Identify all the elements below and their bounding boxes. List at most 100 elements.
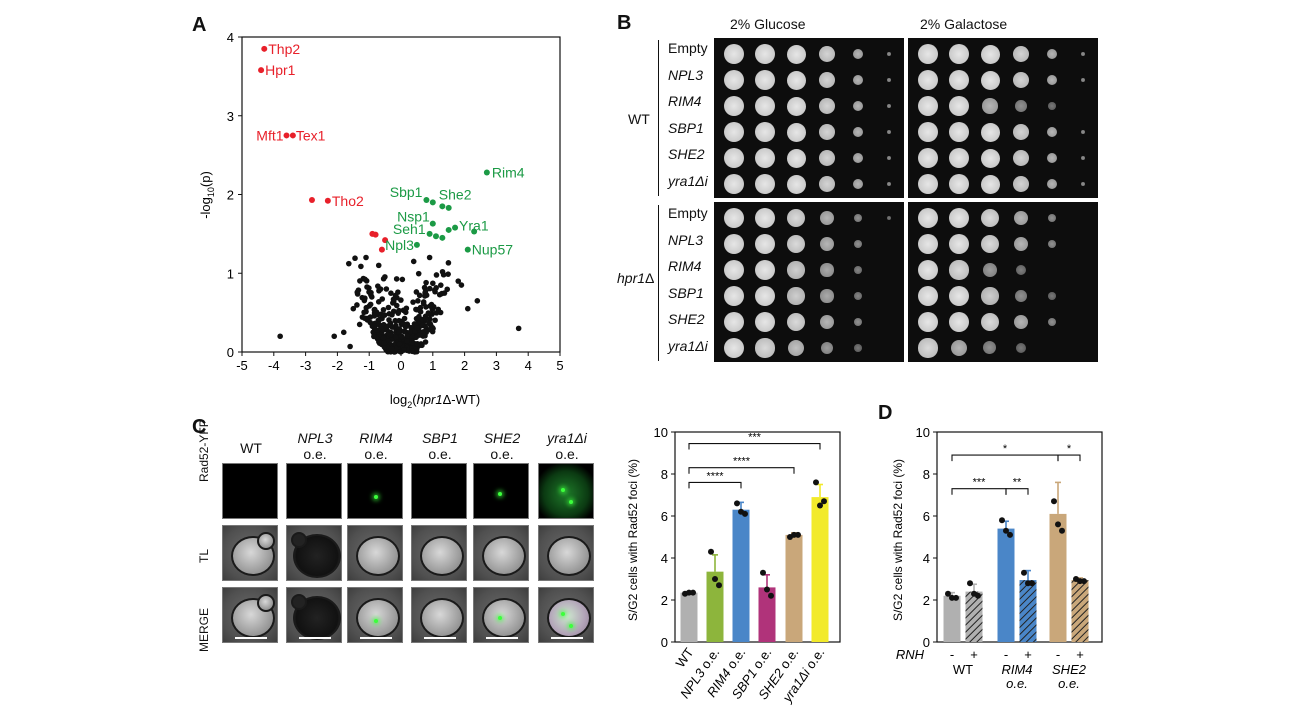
colony-spot xyxy=(724,260,744,280)
replicate-point xyxy=(1059,527,1065,534)
colony-spot xyxy=(755,148,775,168)
yeast-bud xyxy=(291,594,307,610)
yeast-cell xyxy=(231,536,275,576)
volcano-point-unlabeled xyxy=(439,234,446,241)
colony-spot xyxy=(918,260,938,280)
replicate-point xyxy=(967,580,973,587)
volcano-point-sbp1 xyxy=(423,197,430,204)
col-title-oe: o.e. xyxy=(364,446,388,462)
significance-bracket xyxy=(688,467,795,474)
microscopy-col-title: RIM4 o.e. xyxy=(347,430,405,462)
significance-label: ** xyxy=(1013,477,1022,489)
colony-spot xyxy=(724,44,744,64)
colony-spot xyxy=(819,124,835,140)
rad52-focus xyxy=(374,619,378,623)
colony-spot xyxy=(786,148,806,168)
volcano-point xyxy=(419,322,426,329)
colony-spot xyxy=(980,234,1000,254)
colony-spot xyxy=(1048,102,1056,110)
volcano-label-thp2: Thp2 xyxy=(268,41,300,57)
volcano-point xyxy=(390,296,397,303)
panel-letter-a: A xyxy=(192,14,207,36)
replicate-point xyxy=(690,589,696,596)
row-label-tl: TL xyxy=(197,548,211,563)
group-label-wt: WT xyxy=(628,111,650,127)
colony-spot xyxy=(1080,155,1086,161)
replicate-point xyxy=(1003,527,1009,534)
volcano-point xyxy=(401,328,408,335)
significance-bracket xyxy=(688,443,821,450)
colony-spot xyxy=(819,72,835,88)
colony-spot xyxy=(1080,129,1086,135)
volcano-point xyxy=(458,282,465,288)
colony-spot xyxy=(949,260,969,280)
bracket-hpr1 xyxy=(658,205,659,361)
volcano-point xyxy=(354,289,361,296)
colony-spot xyxy=(918,338,938,358)
rad52-focus xyxy=(374,495,378,499)
volcano-ytick-label: 2 xyxy=(227,188,234,203)
volcano-point xyxy=(435,306,442,313)
volcano-point xyxy=(350,305,357,312)
volcano-point xyxy=(362,295,368,302)
colony-spot xyxy=(918,234,938,254)
volcano-xtick-label: -3 xyxy=(300,358,312,373)
volcano-point xyxy=(396,307,402,314)
volcano-point xyxy=(364,284,370,290)
colony-spot xyxy=(980,70,1000,90)
volcano-point xyxy=(464,305,471,312)
volcano-point xyxy=(433,272,440,278)
spot-row-label: SHE2 xyxy=(668,311,705,327)
colony-spot xyxy=(852,152,864,164)
volcano-point-unlabeled xyxy=(445,204,452,211)
volcano-point xyxy=(437,282,444,288)
colony-spot xyxy=(724,286,744,306)
colony-spot xyxy=(724,338,744,358)
colony-spot xyxy=(787,339,805,357)
merge-image xyxy=(347,587,403,643)
volcano-point xyxy=(380,306,387,313)
volcano-point-mft1 xyxy=(283,132,290,139)
col-title-gene: yra1Δi xyxy=(547,430,587,446)
merge-image xyxy=(222,587,278,643)
plate-galactose-hpr1 xyxy=(908,202,1098,362)
volcano-point-seh1 xyxy=(426,230,433,237)
volcano-point xyxy=(439,268,446,275)
volcano-point xyxy=(426,320,432,327)
yeast-cell xyxy=(547,598,591,638)
colony-spot xyxy=(786,96,806,116)
volcano-xtick-label: -1 xyxy=(363,358,375,373)
colony-spot xyxy=(755,286,775,306)
colony-spot xyxy=(983,341,997,355)
volcano-ylabel: -log10(p) xyxy=(198,171,216,219)
significance-bracket xyxy=(688,481,742,489)
colony-spot xyxy=(724,234,744,254)
rad52-focus xyxy=(561,612,565,616)
replicate-point xyxy=(712,576,718,582)
colony-spot xyxy=(1013,150,1029,166)
colony-spot xyxy=(724,122,744,142)
bar-d-group: WT xyxy=(953,662,973,677)
significance-label: **** xyxy=(706,470,724,482)
colony-spot xyxy=(786,174,806,194)
colony-spot xyxy=(1046,152,1058,164)
yeast-cell xyxy=(356,536,400,576)
volcano-point xyxy=(387,332,394,338)
colony-spot xyxy=(852,126,864,138)
spot-row-label: SBP1 xyxy=(668,119,704,136)
volcano-label-nsp1: Nsp1 xyxy=(397,209,430,225)
volcano-point-tex1 xyxy=(289,132,296,139)
bar xyxy=(965,591,983,642)
volcano-xtick-label: 3 xyxy=(493,358,500,373)
significance-label: *** xyxy=(748,432,762,444)
volcano-point xyxy=(389,311,395,318)
replicate-point xyxy=(1007,531,1013,538)
spot-row-label: yra1Δi xyxy=(668,172,708,189)
volcano-point-unlabeled xyxy=(439,203,446,210)
volcano-point xyxy=(445,260,452,266)
volcano-point xyxy=(371,333,377,340)
volcano-point-tho2 xyxy=(324,197,331,204)
colony-spot xyxy=(886,103,892,109)
rnh-sign: - xyxy=(1004,647,1008,662)
merge-image xyxy=(411,587,467,643)
